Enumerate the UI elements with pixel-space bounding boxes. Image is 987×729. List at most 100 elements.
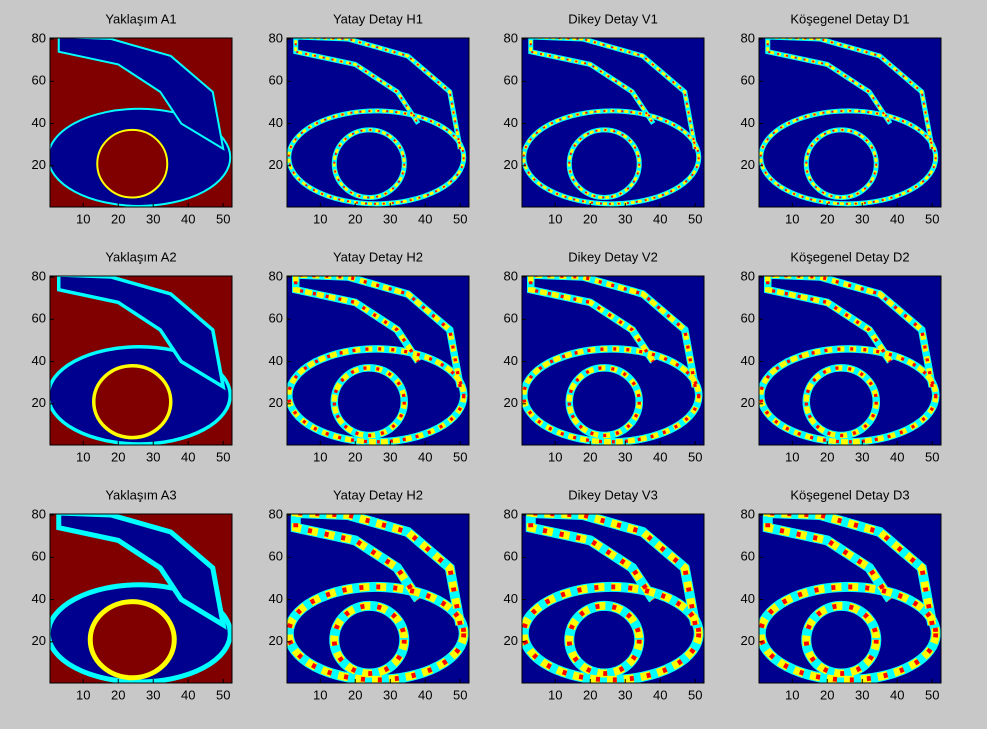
x-tick-label: 10 [548,449,562,464]
x-tick-label: 40 [181,687,195,702]
image-area [522,37,704,207]
y-tick-label: 60 [504,311,518,326]
image-area [522,513,704,683]
x-tick-label: 10 [785,687,799,702]
x-tick-label: 20 [348,211,362,226]
y-tick-label: 40 [741,353,755,368]
digit-hole [90,602,174,678]
image-area [522,275,704,445]
y-tick-label: 40 [741,591,755,606]
axes-title: Dikey Detay V3 [568,487,658,502]
image-area [48,513,232,683]
axes-title: Köşegenel Detay D3 [790,487,909,502]
y-tick-label: 80 [269,30,283,45]
x-tick-label: 30 [855,449,869,464]
y-tick-label: 60 [504,549,518,564]
y-tick-label: 40 [504,591,518,606]
x-tick-label: 50 [925,687,939,702]
x-tick-label: 40 [890,211,904,226]
x-tick-label: 40 [181,449,195,464]
x-tick-label: 50 [453,449,467,464]
image-area [287,513,469,683]
x-tick-label: 50 [688,449,702,464]
x-tick-label: 10 [76,687,90,702]
y-tick-label: 20 [741,395,755,410]
y-tick-label: 40 [32,591,46,606]
x-tick-label: 30 [618,211,632,226]
x-tick-label: 20 [111,687,125,702]
digit-hole [97,130,167,198]
x-tick-label: 40 [418,687,432,702]
y-tick-label: 40 [269,115,283,130]
y-tick-label: 20 [269,633,283,648]
x-tick-label: 50 [688,687,702,702]
x-tick-label: 50 [925,211,939,226]
x-tick-label: 50 [216,687,230,702]
axes-title: Yatay Detay H1 [333,11,423,26]
axes-title: Yaklaşım A1 [105,11,176,26]
axes-title: Dikey Detay V2 [568,249,658,264]
x-tick-label: 20 [820,449,834,464]
y-tick-label: 40 [269,591,283,606]
y-tick-label: 60 [504,73,518,88]
x-tick-label: 30 [618,449,632,464]
x-tick-label: 10 [313,687,327,702]
axes-title: Yatay Detay H2 [333,249,423,264]
x-tick-label: 30 [146,687,160,702]
axes-title: Yaklaşım A2 [105,249,176,264]
x-tick-label: 20 [111,449,125,464]
image-area [759,513,941,683]
y-tick-label: 40 [504,115,518,130]
y-tick-label: 20 [504,157,518,172]
y-tick-label: 40 [269,353,283,368]
image-area [48,37,232,207]
x-tick-label: 20 [348,687,362,702]
x-tick-label: 20 [583,211,597,226]
x-tick-label: 10 [313,449,327,464]
x-tick-label: 10 [785,211,799,226]
x-tick-label: 10 [548,211,562,226]
y-tick-label: 20 [504,633,518,648]
x-tick-label: 20 [111,211,125,226]
x-tick-label: 20 [583,687,597,702]
x-tick-label: 30 [383,211,397,226]
y-tick-label: 40 [32,115,46,130]
y-tick-label: 60 [741,73,755,88]
y-tick-label: 80 [741,30,755,45]
x-tick-label: 50 [216,211,230,226]
x-tick-label: 30 [855,687,869,702]
axes-title: Dikey Detay V1 [568,11,658,26]
y-tick-label: 20 [269,157,283,172]
x-tick-label: 40 [653,449,667,464]
y-tick-label: 80 [32,30,46,45]
y-tick-label: 20 [504,395,518,410]
image-area [759,37,941,207]
x-tick-label: 30 [146,211,160,226]
x-tick-label: 10 [548,687,562,702]
y-tick-label: 80 [32,268,46,283]
y-tick-label: 20 [269,395,283,410]
x-tick-label: 30 [383,687,397,702]
y-tick-label: 60 [32,73,46,88]
y-tick-label: 60 [741,549,755,564]
x-tick-label: 40 [181,211,195,226]
image-area [759,275,941,445]
x-tick-label: 20 [583,449,597,464]
x-tick-label: 30 [618,687,632,702]
y-tick-label: 20 [741,157,755,172]
x-tick-label: 40 [890,449,904,464]
image-area [287,275,469,445]
page: Yaklaşım A1 10 20 30 40 50 20 40 60 80 Yatay Detay… [0,0,987,729]
x-tick-label: 50 [453,687,467,702]
y-tick-label: 80 [741,506,755,521]
x-tick-label: 40 [653,211,667,226]
y-tick-label: 20 [32,395,46,410]
x-tick-label: 30 [855,211,869,226]
axes-title: Yatay Detay H2 [333,487,423,502]
x-tick-label: 50 [688,211,702,226]
y-tick-label: 60 [269,73,283,88]
axes-title: Köşegenel Detay D1 [790,11,909,26]
x-tick-label: 50 [453,211,467,226]
y-tick-label: 60 [32,549,46,564]
x-tick-label: 40 [890,687,904,702]
